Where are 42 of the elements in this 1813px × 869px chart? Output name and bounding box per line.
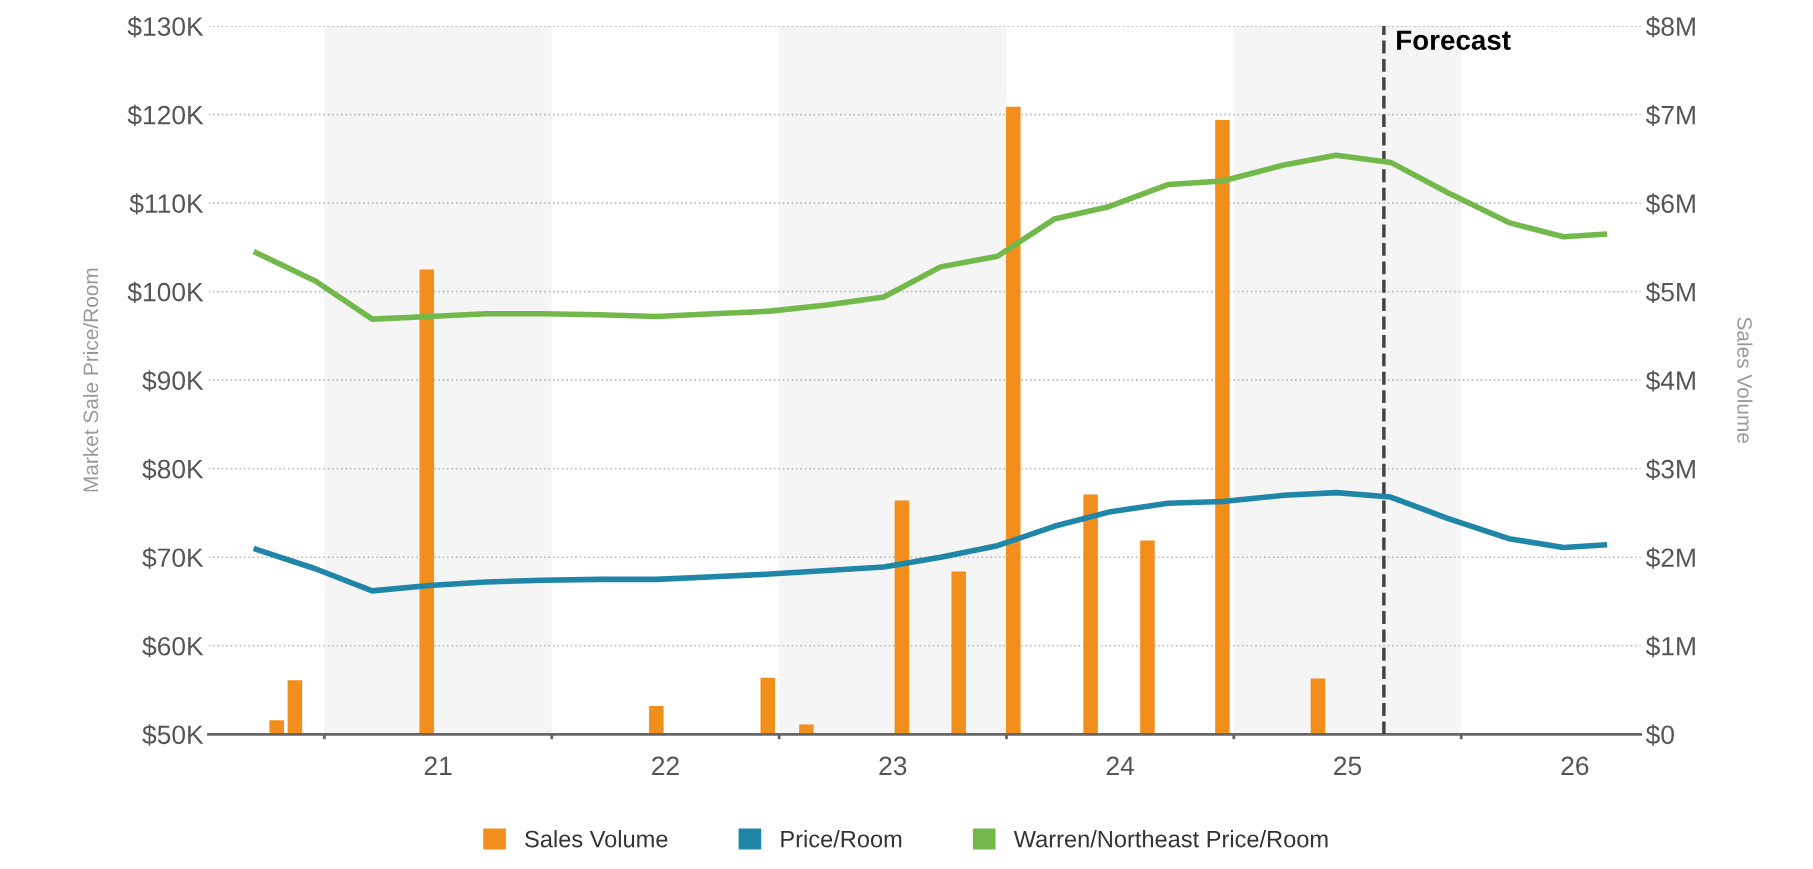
y2-tick-label: $3M	[1645, 458, 1695, 481]
bar	[760, 677, 776, 735]
y2-axis-title: Sales Volume	[1737, 317, 1753, 443]
y-axis-title: Market Sale Price/Room	[82, 268, 99, 492]
y2-tick-label: $2M	[1645, 547, 1695, 569]
ref-line-label: Forecast	[1397, 30, 1511, 51]
bar	[1215, 119, 1230, 735]
bar	[269, 720, 284, 735]
y-tick-label: $80K	[142, 458, 204, 481]
y-tick-label: $100K	[127, 281, 204, 304]
x-tick-label: 22	[652, 756, 679, 775]
y-tick-label: $50K	[142, 724, 204, 746]
legend-label: Price/Room	[781, 830, 902, 848]
bar	[894, 500, 910, 735]
bar	[287, 680, 303, 735]
bar	[1006, 106, 1021, 735]
y2-tick-label: $6M	[1645, 193, 1695, 215]
y2-tick-label: $1M	[1645, 635, 1695, 658]
bar	[1310, 678, 1326, 735]
bar	[419, 269, 435, 735]
bar	[1140, 540, 1155, 735]
y-tick-label: $90K	[142, 370, 204, 392]
y-tick-label: $110K	[129, 193, 204, 215]
legend-label: Warren/Northeast Price/Room	[1013, 830, 1328, 848]
y-tick-label: $60K	[142, 635, 204, 658]
y2-tick-label: $5M	[1645, 281, 1695, 304]
x-tick-label: 23	[879, 756, 907, 776]
x-tick-label: 24	[1106, 756, 1135, 775]
y-tick-label: $70K	[142, 547, 204, 569]
bar	[1083, 494, 1098, 735]
bar	[649, 705, 664, 735]
x-tick-label: 26	[1561, 756, 1589, 776]
x-tick-label: 25	[1334, 756, 1362, 776]
y-tick-label: $120K	[127, 104, 204, 126]
bar	[951, 571, 967, 735]
y-tick-label: $130K	[127, 16, 204, 38]
x-tick-label: 21	[424, 756, 452, 775]
legend-label: Sales Volume	[525, 830, 668, 848]
y2-tick-label: $4M	[1645, 370, 1695, 392]
y2-tick-label: $7M	[1645, 104, 1695, 126]
y2-tick-label: $0	[1645, 724, 1674, 746]
y2-tick-label: $8M	[1645, 16, 1695, 38]
